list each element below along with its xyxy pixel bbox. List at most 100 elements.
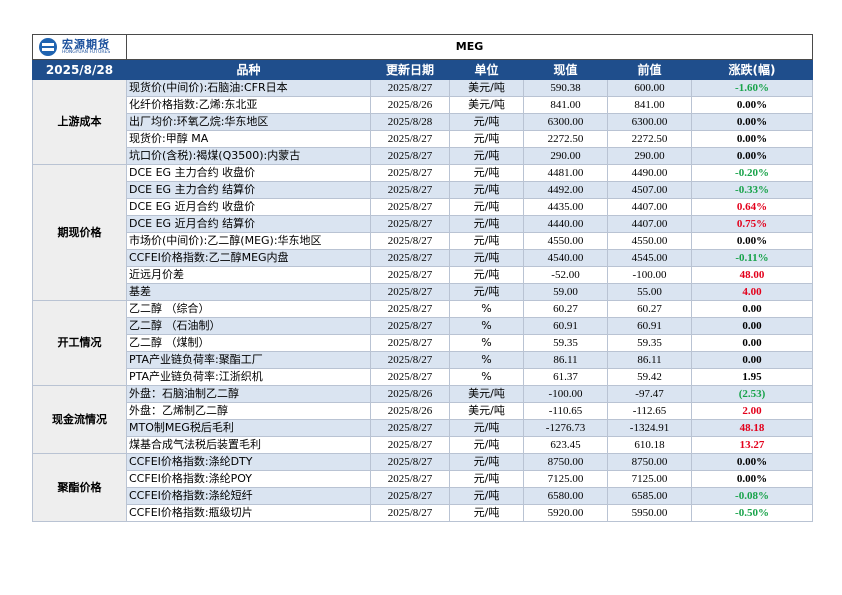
- unit: 美元/吨: [449, 96, 524, 114]
- current-value: 8750.00: [523, 453, 608, 471]
- update-date: 2025/8/27: [370, 266, 450, 284]
- title-row: 宏源期货 HONGYUAN FUTURES MEG: [32, 34, 813, 60]
- previous-value: -97.47: [607, 385, 692, 403]
- change-value: -0.11%: [691, 249, 813, 267]
- table-row: 现金流情况 外盘：石脑油制乙二醇 2025/8/26 美元/吨 -100.00 -97.4…: [32, 385, 813, 454]
- current-value: 590.38: [523, 79, 608, 97]
- current-value: 4550.00: [523, 232, 608, 250]
- update-date: 2025/8/27: [370, 249, 450, 267]
- previous-value: 2272.50: [607, 130, 692, 148]
- item-name: CCFEI价格指数:涤纶POY: [126, 470, 371, 488]
- current-value: 61.37: [523, 368, 608, 386]
- category-label: 聚酯价格: [32, 453, 127, 522]
- item-name: 乙二醇 （煤制）: [126, 334, 371, 352]
- unit: 美元/吨: [449, 402, 524, 420]
- item-name: 乙二醇 （综合）: [126, 300, 371, 318]
- update-date: 2025/8/27: [370, 317, 450, 335]
- table-row: PTA产业链负荷率:江浙织机 2025/8/27% 61.37 59.42 1.95: [33, 368, 813, 386]
- change-value: 1.95: [691, 368, 813, 386]
- unit: 元/吨: [449, 113, 524, 131]
- unit: 元/吨: [449, 249, 524, 267]
- update-date: 2025/8/27: [370, 300, 450, 318]
- previous-value: -112.65: [607, 402, 692, 420]
- item-name: CCFEI价格指数:涤纶短纤: [126, 487, 371, 505]
- category-label: 现金流情况: [32, 385, 127, 454]
- table-row: 化纤价格指数:乙烯:东北亚 2025/8/26 美元/吨 841.00 841.00 0.…: [33, 96, 813, 114]
- table-row: MTO制MEG税后毛利 2025/8/27 元/吨 -1276.73 -1324.91 4…: [33, 419, 813, 437]
- current-value: 59.35: [523, 334, 608, 352]
- change-value: 48.18: [691, 419, 813, 437]
- table-row: 外盘：乙烯制乙二醇 2025/8/26 美元/吨 -110.65 -112.65 2.00: [33, 402, 813, 420]
- table-row: 上游成本 现货价(中间价):石脑油:CFR日本 2025/8/27 美元/吨 590.3…: [32, 79, 813, 165]
- item-name: 出厂均价:环氧乙烷:华东地区: [126, 113, 371, 131]
- item-name: CCFEI价格指数:乙二醇MEG内盘: [126, 249, 371, 267]
- table-row: 乙二醇 （煤制） 2025/8/27% 59.35 59.35 0.00: [33, 334, 813, 352]
- category-label: 上游成本: [32, 79, 127, 165]
- current-value: 7125.00: [523, 470, 608, 488]
- unit: %: [449, 368, 524, 386]
- item-name: 外盘：乙烯制乙二醇: [126, 402, 371, 420]
- update-date: 2025/8/26: [370, 385, 450, 403]
- previous-value: 4550.00: [607, 232, 692, 250]
- previous-value: 60.91: [607, 317, 692, 335]
- previous-value: 59.42: [607, 368, 692, 386]
- unit: 元/吨: [449, 419, 524, 437]
- change-value: 0.00: [691, 351, 813, 369]
- update-date: 2025/8/26: [370, 402, 450, 420]
- change-value: -0.50%: [691, 504, 813, 522]
- change-value: 48.00: [691, 266, 813, 284]
- unit: 元/吨: [449, 504, 524, 522]
- change-value: 0.00%: [691, 130, 813, 148]
- current-value: 86.11: [523, 351, 608, 369]
- current-value: 6580.00: [523, 487, 608, 505]
- update-date: 2025/8/27: [370, 130, 450, 148]
- page-title: MEG: [126, 34, 813, 60]
- update-date: 2025/8/27: [370, 164, 450, 182]
- unit: 元/吨: [449, 266, 524, 284]
- change-value: 0.00%: [691, 147, 813, 165]
- update-date: 2025/8/27: [370, 419, 450, 437]
- table-row: 聚酯价格 CCFEI价格指数:涤纶DTY 2025/8/27 元/吨 8750.00 87…: [32, 453, 813, 522]
- item-name: DCE EG 近月合约 结算价: [126, 215, 371, 233]
- unit: %: [449, 351, 524, 369]
- update-date: 2025/8/27: [370, 232, 450, 250]
- item-name: 现货价(中间价):石脑油:CFR日本: [126, 79, 371, 97]
- table-row: CCFEI价格指数:瓶级切片 2025/8/27 元/吨 5920.00 5950.00…: [33, 504, 813, 522]
- unit: 元/吨: [449, 487, 524, 505]
- item-name: PTA产业链负荷率:聚酯工厂: [126, 351, 371, 369]
- update-date: 2025/8/27: [370, 181, 450, 199]
- current-value: 841.00: [523, 96, 608, 114]
- update-date: 2025/8/26: [370, 96, 450, 114]
- change-value: -1.60%: [691, 79, 813, 97]
- update-date: 2025/8/27: [370, 215, 450, 233]
- update-date: 2025/8/27: [370, 334, 450, 352]
- previous-value: 4407.00: [607, 215, 692, 233]
- table-row: 基差 2025/8/27 元/吨 59.00 55.00 4.00: [33, 283, 813, 301]
- change-value: 0.64%: [691, 198, 813, 216]
- unit: 元/吨: [449, 147, 524, 165]
- table-row: CCFEI价格指数:涤纶短纤 2025/8/27 元/吨 6580.00 6585.00…: [33, 487, 813, 505]
- update-date: 2025/8/27: [370, 504, 450, 522]
- update-date: 2025/8/27: [370, 79, 450, 97]
- header-change: 涨跌(幅): [691, 59, 813, 80]
- item-name: DCE EG 主力合约 结算价: [126, 181, 371, 199]
- previous-value: 5950.00: [607, 504, 692, 522]
- change-value: 0.00: [691, 317, 813, 335]
- change-value: -0.20%: [691, 164, 813, 182]
- change-value: 0.00%: [691, 232, 813, 250]
- unit: %: [449, 300, 524, 318]
- table-row: DCE EG 近月合约 结算价 2025/8/27 元/吨 4440.00 4407.0…: [33, 215, 813, 233]
- current-value: -52.00: [523, 266, 608, 284]
- item-name: 坑口价(含税):褐煤(Q3500):内蒙古: [126, 147, 371, 165]
- table-row: 坑口价(含税):褐煤(Q3500):内蒙古 2025/8/27 元/吨 290.00 2…: [33, 147, 813, 165]
- unit: 元/吨: [449, 470, 524, 488]
- previous-value: 4545.00: [607, 249, 692, 267]
- current-value: 5920.00: [523, 504, 608, 522]
- item-name: 近远月价差: [126, 266, 371, 284]
- update-date: 2025/8/27: [370, 487, 450, 505]
- item-name: DCE EG 主力合约 收盘价: [126, 164, 371, 182]
- current-value: 4492.00: [523, 181, 608, 199]
- unit: 元/吨: [449, 436, 524, 454]
- table-row: 现货价:甲醇 MA 2025/8/27 元/吨 2272.50 2272.50 0.00%: [33, 130, 813, 148]
- update-date: 2025/8/27: [370, 147, 450, 165]
